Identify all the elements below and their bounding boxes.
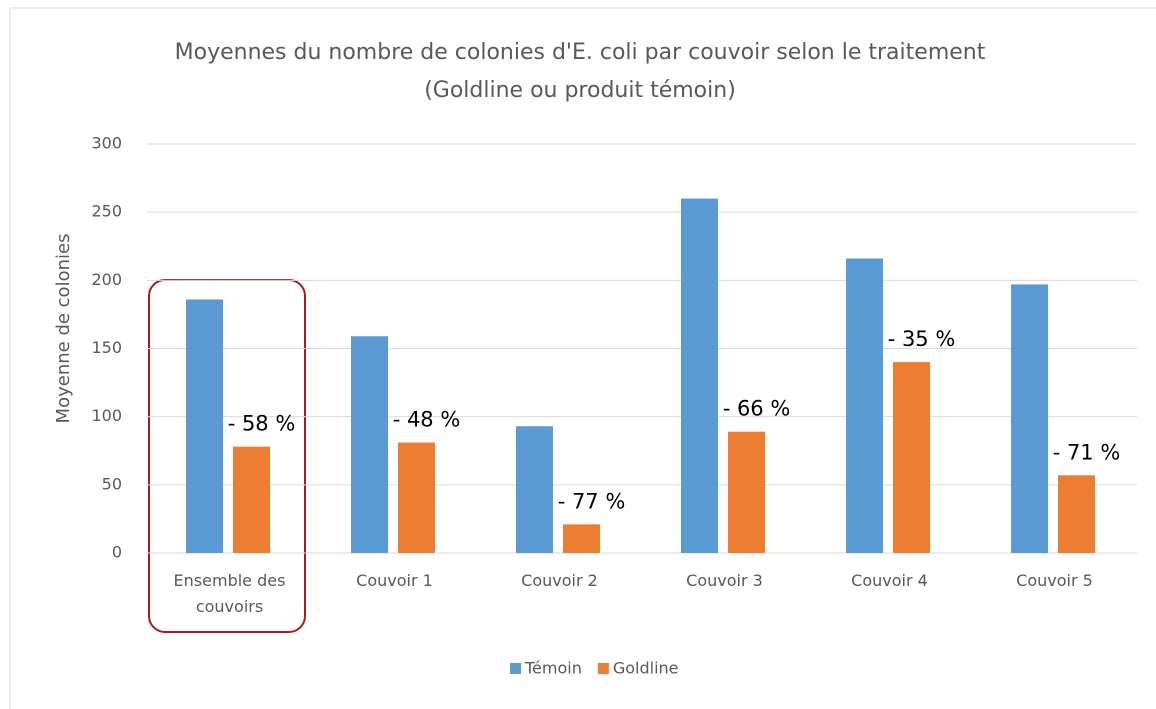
- legend-label: Goldline: [613, 659, 679, 678]
- bar: [846, 258, 883, 553]
- annotation: - 35 %: [888, 327, 956, 351]
- y-tick-label: 100: [91, 406, 122, 425]
- chart-title: Moyennes du nombre de colonies d'E. coli…: [174, 40, 986, 103]
- x-tick-label: Ensemble des couvoirs: [173, 571, 286, 616]
- bar: [563, 524, 600, 553]
- bar: [681, 198, 718, 554]
- annotation: - 71 %: [1053, 440, 1121, 464]
- y-tick-label: 50: [102, 474, 122, 493]
- x-tick-label: Couvoir 2: [521, 571, 598, 590]
- bar: [1058, 475, 1095, 553]
- annotation: - 58 %: [228, 412, 296, 436]
- y-tick-label: 150: [91, 338, 122, 357]
- bar: [516, 426, 553, 553]
- annotation: - 77 %: [558, 489, 626, 513]
- bar: [351, 336, 388, 553]
- y-tick-label: 0: [112, 543, 122, 562]
- bar: [398, 442, 435, 553]
- y-tick-label: 200: [91, 270, 122, 289]
- bar: [728, 431, 765, 553]
- chart-frame: [9, 7, 1156, 709]
- x-tick-label: Couvoir 5: [1016, 571, 1093, 590]
- annotation: - 66 %: [723, 397, 791, 421]
- y-tick-label: 250: [91, 202, 122, 221]
- x-tick-label: Couvoir 1: [356, 571, 433, 590]
- y-axis-label: Moyenne de colonies: [53, 234, 74, 424]
- bar: [893, 362, 930, 553]
- bar: [233, 446, 270, 553]
- bar: [1011, 284, 1048, 553]
- x-tick-label: Couvoir 3: [686, 571, 763, 590]
- legend-swatch: [597, 663, 609, 674]
- legend-label: Témoin: [524, 659, 582, 678]
- y-tick-label: 300: [91, 134, 122, 153]
- x-tick-label: Couvoir 4: [851, 571, 928, 590]
- annotation: - 48 %: [393, 408, 461, 432]
- legend-swatch: [510, 663, 521, 674]
- bar: [186, 299, 223, 553]
